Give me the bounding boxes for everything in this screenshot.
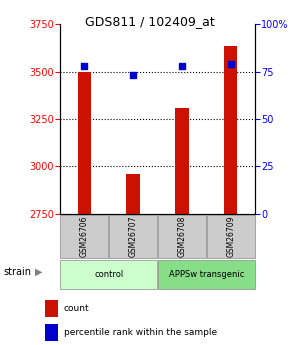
Text: percentile rank within the sample: percentile rank within the sample	[64, 328, 217, 337]
Point	[228, 61, 233, 67]
Bar	[126, 174, 140, 214]
Bar	[175, 108, 189, 214]
Bar	[158, 260, 254, 289]
Text: GSM26709: GSM26709	[226, 216, 235, 257]
Bar	[207, 215, 254, 258]
Text: GSM26708: GSM26708	[177, 216, 186, 257]
Bar	[61, 215, 108, 258]
Bar	[109, 215, 157, 258]
Bar	[45, 324, 58, 341]
Text: ▶: ▶	[34, 267, 42, 277]
Text: strain: strain	[3, 267, 31, 277]
Bar	[45, 300, 58, 317]
Point	[82, 63, 87, 69]
Text: GSM26707: GSM26707	[129, 216, 138, 257]
Point	[179, 63, 184, 69]
Text: GSM26706: GSM26706	[80, 216, 89, 257]
Bar	[77, 71, 91, 214]
Text: APPSw transgenic: APPSw transgenic	[169, 270, 244, 279]
Bar	[158, 215, 206, 258]
Bar	[61, 260, 157, 289]
Text: count: count	[64, 304, 89, 313]
Text: GDS811 / 102409_at: GDS811 / 102409_at	[85, 16, 215, 29]
Point	[131, 72, 136, 78]
Text: control: control	[94, 270, 123, 279]
Bar	[224, 46, 238, 214]
